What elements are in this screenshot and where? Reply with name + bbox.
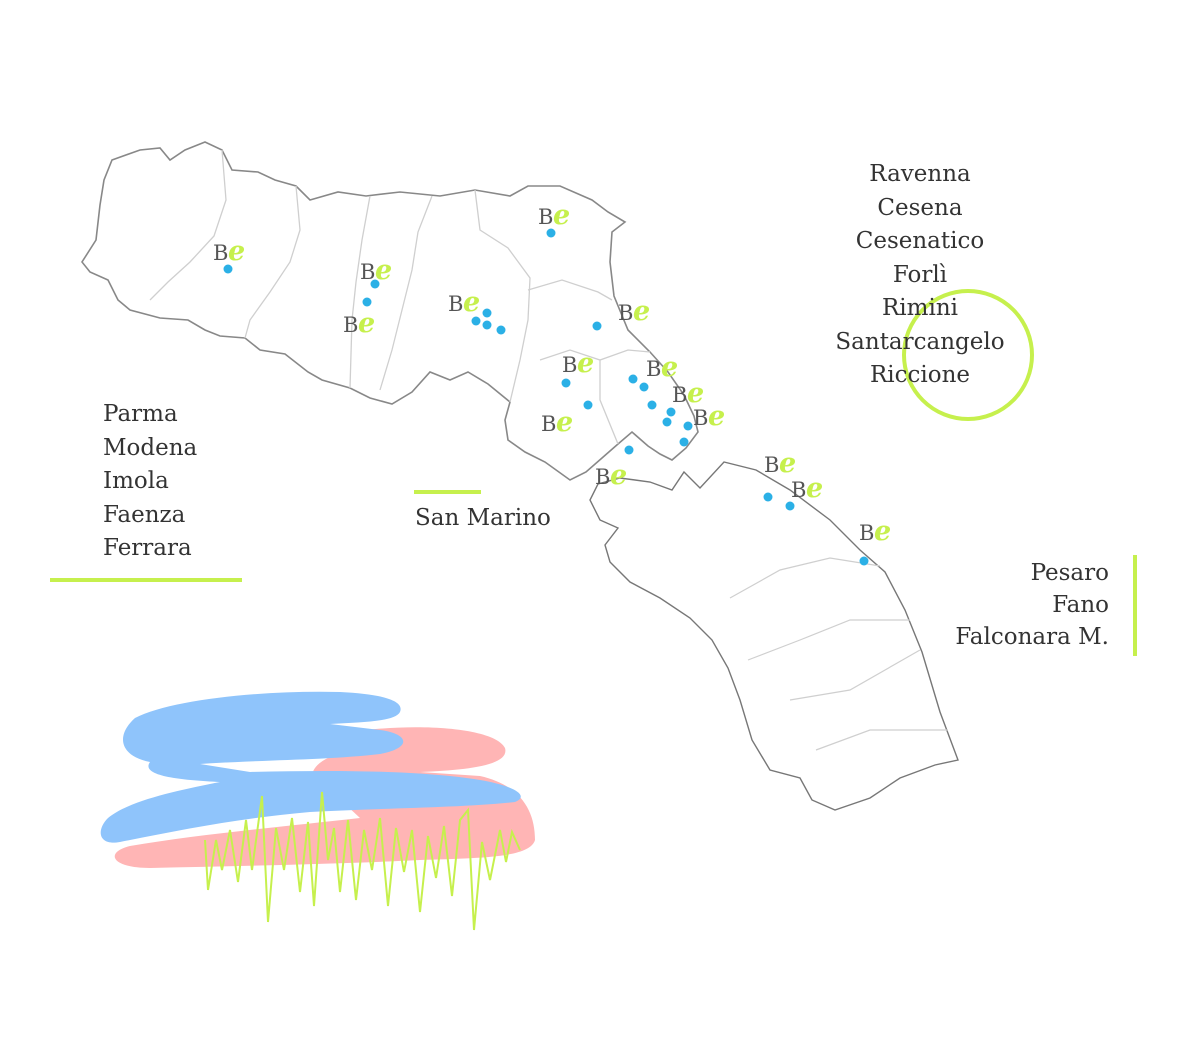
location-marker: [785, 501, 795, 511]
city-label: Pesaro: [1030, 560, 1109, 586]
be-logo-letter: B: [595, 465, 610, 489]
province-borders: [149, 149, 651, 445]
location-marker: [482, 320, 492, 330]
city-label: Falconara M.: [955, 624, 1109, 650]
city-label: Rimini: [881, 295, 958, 321]
location-marker: [647, 400, 657, 410]
be-logo-e: e: [463, 287, 480, 318]
be-logo-e: e: [577, 348, 594, 379]
city-list-emilia: Parma Modena Imola Faenza Ferrara: [103, 398, 197, 566]
city-label: Fano: [1052, 592, 1109, 618]
be-logo-letter: B: [693, 406, 708, 430]
city-label: Faenza: [103, 501, 186, 528]
location-marker: [362, 297, 372, 307]
city-label: Riccione: [869, 362, 971, 388]
location-marker: [624, 445, 634, 455]
brush-strokes: [100, 691, 536, 931]
location-marker: [763, 492, 773, 502]
city-label: Modena: [103, 434, 198, 461]
location-marker: [859, 556, 869, 566]
be-logo-letter: B: [646, 357, 661, 381]
be-logo-e: e: [806, 473, 823, 504]
city-label-san-marino: San Marino: [415, 505, 551, 531]
location-marker: [223, 264, 233, 274]
location-marker: [471, 316, 481, 326]
city-list-romagna: Ravenna Cesena Cesenatico Forlì Rimini S…: [820, 158, 1020, 393]
be-logo-e: e: [633, 296, 650, 327]
location-marker: [662, 417, 672, 427]
marche-outline: [589, 461, 959, 811]
city-label: Ferrara: [103, 535, 192, 561]
be-logo-e: e: [661, 352, 678, 383]
location-marker: [482, 308, 492, 318]
city-list-marche: Pesaro Fano Falconara M.: [955, 557, 1109, 653]
be-logo-e: e: [556, 407, 573, 438]
location-marker: [546, 228, 556, 238]
be-logo-letter: B: [618, 301, 633, 325]
location-marker: [628, 374, 638, 384]
accent-circle: [902, 289, 1034, 421]
be-logo-letter: B: [213, 241, 228, 265]
location-marker: [639, 382, 649, 392]
be-logo-e: e: [228, 236, 245, 267]
city-label: Ravenna: [869, 161, 971, 187]
be-logo-letter: B: [764, 453, 779, 477]
location-marker: [496, 325, 506, 335]
city-label: Santarcangelo: [835, 328, 1005, 355]
location-markers: [223, 228, 869, 566]
be-logo-letter: B: [541, 412, 556, 436]
be-logo-letter: B: [360, 260, 375, 284]
location-marker: [666, 407, 676, 417]
location-marker: [679, 437, 689, 447]
location-marker: [370, 279, 380, 289]
location-marker: [561, 378, 571, 388]
be-logo-e: e: [779, 448, 796, 479]
be-logo-e: e: [358, 308, 375, 339]
city-label: Imola: [103, 468, 169, 494]
marche-province-borders: [729, 557, 948, 751]
be-logo-e: e: [375, 255, 392, 286]
location-marker: [683, 421, 693, 431]
be-logo-e: e: [687, 378, 704, 409]
be-logo-letter: B: [562, 353, 577, 377]
city-label: Forlì: [892, 261, 948, 288]
be-logo-letter: B: [791, 478, 806, 502]
be-logo-e: e: [553, 200, 570, 231]
city-label: Cesenatico: [855, 228, 985, 254]
be-logo-letter: B: [538, 205, 553, 229]
be-logo-e: e: [874, 516, 891, 547]
be-logo-e: e: [610, 460, 627, 491]
city-label: Parma: [103, 401, 178, 427]
be-logo-letter: B: [448, 292, 463, 316]
be-logo-letter: B: [672, 383, 687, 407]
location-marker: [583, 400, 593, 410]
location-marker: [592, 321, 602, 331]
emilia-romagna-outline: [81, 141, 699, 481]
city-label: Cesena: [877, 194, 963, 221]
be-logo-e: e: [708, 401, 725, 432]
be-logo-letter: B: [859, 521, 874, 545]
be-logo-letter: B: [343, 313, 358, 337]
